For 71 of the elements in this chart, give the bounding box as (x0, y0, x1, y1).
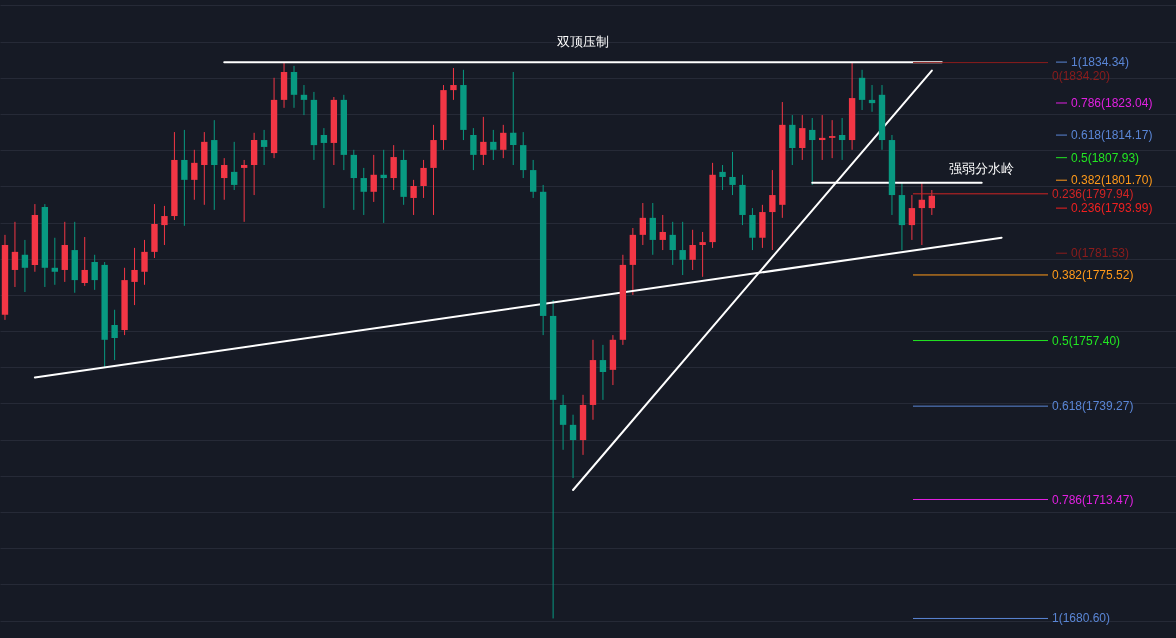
candlestick (799, 114, 806, 161)
candlestick (530, 159, 537, 199)
ref-line-label: 0.618(1739.27) (1052, 399, 1134, 414)
candlestick (789, 114, 796, 166)
candlestick (749, 207, 756, 251)
ref-line-label: 0.5(1807.93) (1071, 150, 1140, 165)
candlestick (659, 214, 666, 251)
ref-line-label: 0.382(1775.52) (1052, 267, 1134, 282)
ref-line-label: 0.618(1814.17) (1071, 128, 1153, 143)
candlestick (450, 67, 457, 101)
candlestick (131, 247, 138, 306)
candlestick (141, 239, 148, 286)
candlestick (639, 202, 646, 246)
candlestick (490, 129, 497, 161)
candlestick (410, 179, 417, 216)
series-label: 双顶压制 (557, 34, 610, 50)
candlestick (569, 414, 577, 479)
candlestick (769, 169, 776, 251)
candlestick (300, 84, 308, 116)
candlestick (719, 164, 726, 191)
candlestick (510, 71, 517, 166)
candlestick (420, 159, 427, 199)
ref-line-label: 0.236(1797.94) (1052, 186, 1134, 201)
candlestick (320, 127, 328, 209)
candlestick (370, 154, 377, 203)
candlestick (689, 229, 696, 271)
candlestick (599, 344, 607, 401)
candlestick (500, 124, 507, 159)
ref-line-label: 1(1834.34) (1071, 55, 1130, 70)
candlestick (51, 237, 58, 286)
series-label: 强弱分水岭 (949, 160, 1015, 176)
candlestick (201, 131, 208, 206)
candlestick (360, 167, 367, 216)
candlestick (858, 69, 866, 111)
candlestick (809, 117, 816, 186)
ref-line-label: 0.786(1713.47) (1052, 492, 1134, 507)
candlestick (181, 129, 188, 227)
candlestick (928, 189, 936, 216)
candlestick (828, 119, 836, 159)
candlestick (260, 129, 268, 166)
candlestick (390, 144, 397, 191)
ref-line-label: 0.382(1801.70) (1071, 173, 1153, 188)
candlestick (908, 194, 916, 241)
candlestick (480, 116, 487, 166)
ref-line-label: 1(1680.60) (1052, 611, 1111, 626)
candlestick (21, 239, 29, 293)
candlestick (350, 149, 357, 211)
candlestick (699, 231, 706, 278)
ref-line-label: 0(1781.53) (1071, 246, 1130, 261)
ref-line-label: 0.786(1823.04) (1071, 95, 1153, 110)
candlestick (669, 221, 676, 266)
candlestick (679, 221, 686, 276)
candlestick (729, 151, 736, 196)
candlestick (231, 141, 238, 191)
ref-line-label: 0(1834.20) (1052, 68, 1111, 83)
ref-line-label: 0.236(1793.99) (1071, 201, 1153, 216)
candlestick (470, 127, 477, 171)
candlestick (290, 65, 298, 109)
candlestick (918, 182, 926, 246)
ref-line-label: 0.5(1757.40) (1052, 333, 1121, 348)
candlestick (111, 309, 118, 361)
candlestick (81, 236, 88, 287)
candlestick (649, 202, 656, 256)
candlestick (11, 221, 19, 288)
candlestick (221, 157, 228, 201)
candlestick (838, 117, 846, 161)
candlestick (240, 159, 248, 223)
candlestick (191, 149, 198, 201)
candlestick (91, 254, 98, 291)
candlestick (161, 205, 168, 246)
candlestick (559, 394, 567, 451)
